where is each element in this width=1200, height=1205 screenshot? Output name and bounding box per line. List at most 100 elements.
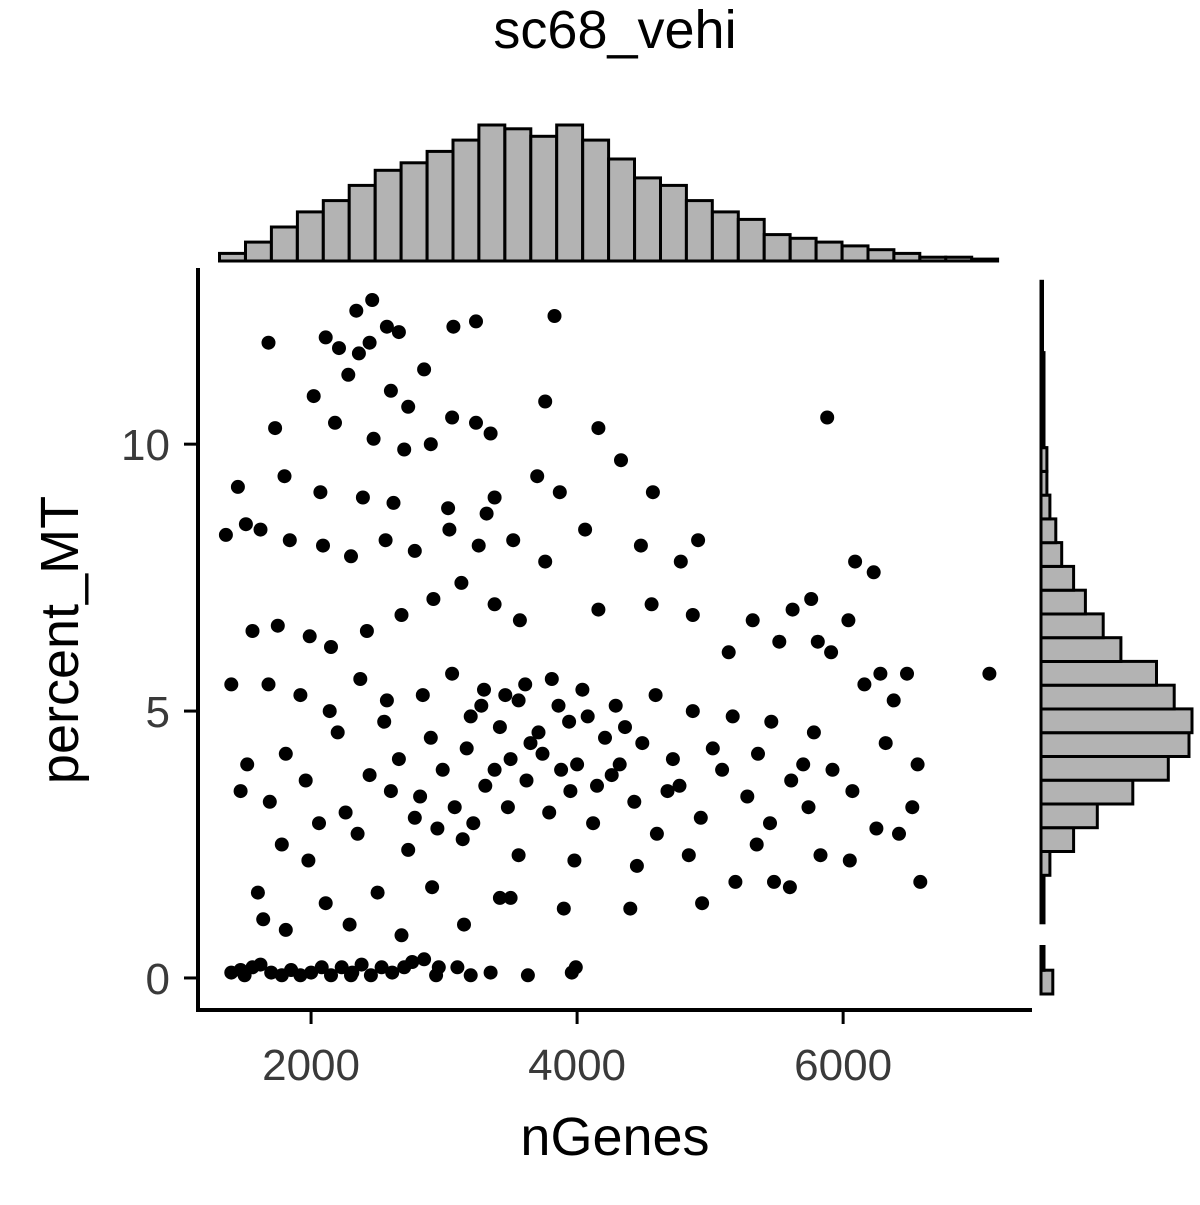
scatter-point [363, 968, 378, 983]
scatter-point [665, 752, 680, 767]
x-histogram-bar [581, 138, 611, 263]
scatter-point [293, 688, 308, 703]
y-histogram-bar [1039, 683, 1176, 711]
scatter-point [301, 853, 316, 868]
x-histogram-bar [866, 248, 896, 263]
scatter-point [314, 960, 329, 975]
scatter-point [745, 613, 760, 628]
scatter-point [672, 778, 687, 793]
scatter-point [477, 682, 491, 697]
scatter-point [764, 714, 779, 729]
scatter-point [474, 698, 489, 713]
x-histogram-bar [659, 183, 688, 263]
scatter-point [575, 682, 590, 697]
x-histogram-bar [814, 240, 844, 263]
scatter-point [751, 746, 765, 761]
y-histogram-bar [1039, 564, 1076, 592]
scatter-point [623, 901, 638, 916]
scatter-point [483, 965, 498, 980]
scatter-point [253, 522, 268, 537]
scatter-point [542, 805, 557, 820]
scatter-point [350, 826, 365, 841]
scatter-point [535, 746, 550, 761]
scatter-point [721, 645, 736, 660]
y-histogram-bar [1039, 446, 1049, 473]
scatter-point [538, 394, 553, 409]
y-histogram-bar [1039, 636, 1123, 664]
scatter-point [218, 527, 233, 542]
scatter-point [503, 890, 518, 905]
scatter-points-layer [218, 293, 997, 983]
scatter-point [590, 778, 604, 793]
scatter-point [261, 677, 276, 692]
axes-layer [196, 268, 1032, 1012]
scatter-point [648, 688, 663, 703]
scatter-point [237, 968, 252, 983]
scatter-point [598, 730, 612, 745]
scatter-point [298, 773, 313, 788]
scatter-point [685, 704, 700, 719]
scatter-point [487, 762, 502, 777]
scatter-point [806, 725, 821, 740]
scatter-point [873, 666, 888, 681]
scatter-point [633, 538, 648, 553]
scatter-point [841, 613, 856, 628]
y-histogram-bar [1039, 541, 1064, 568]
y-histogram-bar [1039, 802, 1099, 830]
scatter-point [407, 543, 422, 558]
y-histogram-bar [1039, 778, 1135, 806]
scatter-point [604, 768, 619, 783]
scatter-point [498, 688, 513, 703]
scatter-point [446, 319, 461, 334]
scatter-point [644, 597, 659, 612]
x-histogram-bar [970, 257, 1000, 263]
scatter-point [353, 672, 368, 686]
scatter-point [224, 677, 239, 692]
y-histogram-bar [1039, 374, 1046, 402]
x-histogram-bar [347, 183, 377, 263]
scatter-point [374, 960, 389, 975]
scatter-point [459, 741, 474, 756]
scatter-point [869, 821, 884, 836]
scatter-point [264, 965, 279, 980]
scatter-point [318, 330, 333, 345]
scatter-point [306, 389, 321, 404]
scatter-point [278, 746, 293, 761]
scatter-point [383, 784, 398, 799]
scatter-point [313, 485, 328, 500]
scatter-point [629, 858, 644, 873]
x-histogram-bar [321, 199, 351, 263]
x-tick-label: 2000 [262, 1041, 360, 1090]
scatter-point [551, 698, 566, 713]
x-histogram-bar [607, 157, 636, 263]
x-histogram-bar [373, 168, 403, 263]
scatter-point [866, 565, 881, 580]
y-histogram-bar [1039, 422, 1046, 450]
scatter-point [554, 762, 569, 777]
scatter-point [469, 415, 483, 430]
scatter-point [511, 693, 526, 708]
scatter-point [282, 533, 297, 548]
x-histogram-bar [684, 199, 714, 263]
x-histogram-bar [399, 161, 429, 263]
scatter-point [749, 837, 764, 852]
scatter-point [426, 592, 441, 606]
y-tick-label: 10 [121, 421, 170, 470]
scatter-point [417, 362, 432, 377]
scatter-point [379, 693, 394, 708]
y-histogram-bar [1039, 850, 1052, 877]
scatter-point [344, 549, 358, 564]
scatter-point [635, 736, 650, 751]
scatter-point [318, 896, 333, 911]
scatter-point [429, 968, 444, 983]
scatter-point [413, 789, 428, 804]
scatter-point [397, 442, 412, 457]
scatter-point [274, 837, 289, 852]
x-histogram-bar [451, 138, 481, 263]
y-histogram-bar [1039, 659, 1158, 687]
scatter-point [407, 810, 422, 825]
scatter-point [328, 415, 342, 430]
scatter-point [556, 901, 571, 916]
scatter-point [767, 874, 781, 889]
